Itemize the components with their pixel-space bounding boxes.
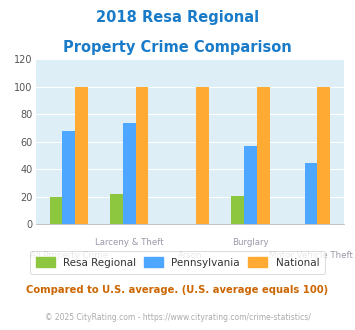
Bar <box>244 146 257 224</box>
Bar <box>231 195 244 224</box>
Bar <box>50 197 62 224</box>
Bar <box>123 123 136 224</box>
Bar <box>317 87 330 224</box>
Bar <box>75 87 88 224</box>
Text: Arson: Arson <box>178 251 202 260</box>
Bar <box>196 87 209 224</box>
Text: 2018 Resa Regional: 2018 Resa Regional <box>96 10 259 25</box>
Bar <box>110 194 123 224</box>
Text: Larceny & Theft: Larceny & Theft <box>95 238 164 247</box>
Bar <box>136 87 148 224</box>
Bar <box>257 87 269 224</box>
Text: Motor Vehicle Theft: Motor Vehicle Theft <box>269 251 353 260</box>
Text: All Property Crime: All Property Crime <box>30 251 108 260</box>
Text: Property Crime Comparison: Property Crime Comparison <box>63 40 292 54</box>
Text: Compared to U.S. average. (U.S. average equals 100): Compared to U.S. average. (U.S. average … <box>26 285 329 295</box>
Text: © 2025 CityRating.com - https://www.cityrating.com/crime-statistics/: © 2025 CityRating.com - https://www.city… <box>45 313 310 322</box>
Text: Burglary: Burglary <box>232 238 269 247</box>
Bar <box>305 162 317 224</box>
Legend: Resa Regional, Pennsylvania, National: Resa Regional, Pennsylvania, National <box>29 251 326 274</box>
Bar <box>62 131 75 224</box>
